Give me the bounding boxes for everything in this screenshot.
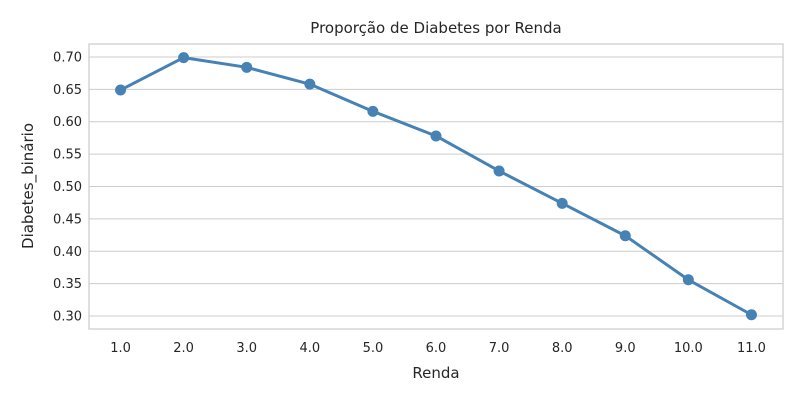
data-point bbox=[682, 274, 694, 286]
x-tick-label: 10.0 bbox=[674, 341, 703, 356]
data-point bbox=[304, 78, 316, 90]
x-tick-label: 3.0 bbox=[236, 341, 257, 356]
x-axis-ticks: 1.0 2.0 3.0 4.0 5.0 6.0 7.0 8.0 9.0 10.0 11.0 bbox=[110, 341, 766, 356]
chart-title: Proporção de Diabetes por Renda bbox=[310, 19, 561, 37]
x-tick-label: 11.0 bbox=[737, 341, 766, 356]
y-axis-ticks: 0.30 0.35 0.40 0.45 0.50 0.55 0.60 0.65 0.70 bbox=[53, 50, 82, 324]
data-point bbox=[241, 61, 253, 73]
y-tick-label: 0.65 bbox=[53, 83, 82, 98]
x-tick-label: 5.0 bbox=[363, 341, 384, 356]
x-tick-label: 4.0 bbox=[299, 341, 320, 356]
y-tick-label: 0.30 bbox=[53, 310, 82, 325]
y-tick-label: 0.55 bbox=[53, 148, 82, 163]
data-point bbox=[430, 130, 442, 142]
data-point bbox=[493, 165, 505, 177]
data-point bbox=[745, 309, 757, 321]
series bbox=[115, 52, 757, 321]
x-tick-label: 1.0 bbox=[110, 341, 131, 356]
y-tick-label: 0.60 bbox=[53, 115, 82, 130]
y-tick-label: 0.70 bbox=[53, 50, 82, 65]
x-axis-label: Renda bbox=[412, 364, 459, 382]
y-tick-label: 0.50 bbox=[53, 180, 82, 195]
y-tick-label: 0.45 bbox=[53, 212, 82, 227]
grid bbox=[89, 56, 783, 317]
y-tick-label: 0.40 bbox=[53, 245, 82, 260]
x-tick-label: 8.0 bbox=[552, 341, 573, 356]
plot-frame bbox=[88, 43, 784, 330]
data-point bbox=[178, 52, 190, 64]
x-tick-label: 2.0 bbox=[173, 341, 194, 356]
data-point bbox=[367, 105, 379, 117]
data-point bbox=[619, 230, 631, 242]
y-tick-label: 0.35 bbox=[53, 277, 82, 292]
x-tick-label: 6.0 bbox=[426, 341, 447, 356]
x-tick-label: 7.0 bbox=[489, 341, 510, 356]
data-point bbox=[556, 197, 568, 209]
y-axis-label: Diabetes_binário bbox=[19, 123, 38, 249]
x-tick-label: 9.0 bbox=[615, 341, 636, 356]
data-point bbox=[115, 84, 127, 96]
